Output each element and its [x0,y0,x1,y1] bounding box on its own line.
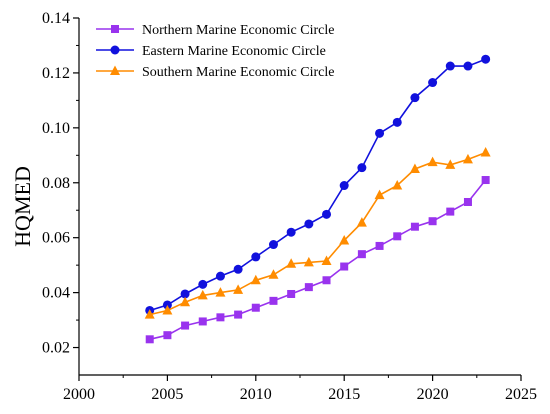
data-point-triangle [321,255,332,266]
data-point-square [269,296,278,305]
legend-label: Southern Marine Economic Circle [142,65,334,80]
data-point-circle [268,240,278,250]
data-point-triangle [409,163,420,174]
legend-item: Southern Marine Economic Circle [96,65,334,80]
x-tick-label: 2010 [240,386,272,403]
x-tick-label: 2020 [417,386,449,403]
data-point-triangle [180,296,191,307]
data-point-circle [481,54,491,64]
data-point-triangle [445,159,456,169]
data-point-square [163,331,172,340]
series-line [149,179,487,341]
data-point-triangle [427,156,438,167]
y-tick-label: 0.06 [42,230,70,247]
x-tick-label: 2000 [63,386,95,403]
data-point-square [357,250,366,259]
data-point-triangle [144,309,155,319]
data-point-triangle [197,289,208,300]
data-point-square [111,25,119,33]
data-point-circle [375,128,385,138]
data-point-square [234,310,243,319]
x-tick-label: 2025 [505,386,537,403]
data-point-triangle [250,274,261,285]
data-point-circle [180,289,190,299]
data-point-triangle [480,147,491,157]
data-point-circle [198,279,208,289]
series-northern [145,176,490,344]
data-point-square [216,313,225,322]
data-point-triangle [392,180,403,190]
data-point-square [446,207,455,216]
data-point-circle [215,271,225,281]
data-point-circle [110,45,120,55]
x-tick-label: 2015 [328,386,360,403]
data-point-circle [339,181,349,191]
data-point-triangle [233,284,244,294]
data-point-circle [251,252,261,262]
data-point-square [340,262,349,271]
y-tick-label: 0.04 [42,285,70,302]
data-point-square [463,197,472,206]
data-point-square [410,222,419,231]
data-point-square [181,321,190,330]
data-point-circle [428,78,438,88]
data-point-triangle [462,153,473,164]
data-point-square [393,232,402,241]
data-point-circle [463,61,473,71]
data-point-triangle [215,287,226,297]
data-point-square [481,176,490,185]
data-point-square [304,283,313,292]
data-point-triangle [339,234,350,245]
y-tick-label: 0.10 [42,120,70,137]
series-layer [144,54,491,344]
axis-ticks: 2000 2005 2010 2015 2020 2025 0.02 0.04 0.06 0.08… [42,10,537,403]
data-point-square [287,289,296,298]
data-point-square [375,241,384,250]
data-point-circle [286,227,296,237]
series-southern [144,147,491,319]
data-point-circle [357,163,367,173]
legend-label: Northern Marine Economic Circle [142,23,334,38]
data-point-square [428,217,437,226]
data-point-square [322,276,331,285]
data-point-circle [233,264,243,274]
y-tick-label: 0.12 [42,65,70,82]
y-tick-label: 0.02 [42,340,70,357]
data-point-square [251,303,260,312]
data-point-triangle [268,269,279,279]
data-point-circle [304,219,314,229]
data-point-triangle [303,256,314,267]
data-point-circle [392,117,402,127]
x-tick-label: 2005 [151,386,183,403]
y-tick-label: 0.14 [42,10,70,27]
data-point-circle [322,209,332,219]
data-point-triangle [356,217,367,227]
legend-item: Northern Marine Economic Circle [96,23,334,38]
data-point-square [198,317,207,326]
y-tick-label: 0.08 [42,175,70,192]
legend-item: Eastern Marine Economic Circle [96,44,326,59]
data-point-triangle [286,258,297,268]
data-point-circle [445,61,455,71]
data-point-triangle [162,304,173,315]
series-line [149,58,486,312]
y-axis-title: HQMED [10,166,35,247]
legend: Northern Marine Economic Circle Eastern M… [96,23,334,80]
data-point-square [145,335,154,344]
legend-label: Eastern Marine Economic Circle [142,44,326,59]
data-point-circle [410,93,420,103]
series-line [149,151,486,316]
data-point-triangle [374,189,385,200]
data-point-triangle [110,65,120,75]
series-eastern [145,54,491,315]
